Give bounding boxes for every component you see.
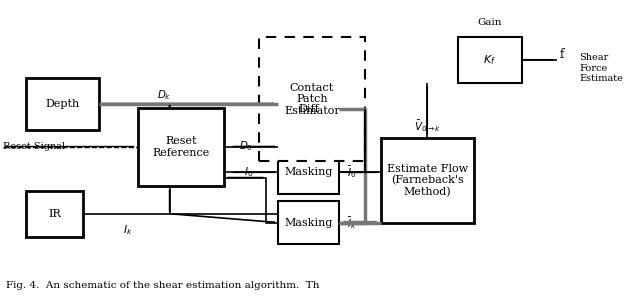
Text: f: f — [560, 48, 564, 61]
Text: $D_0$: $D_0$ — [239, 140, 253, 153]
Text: $\bar{I}_0$: $\bar{I}_0$ — [347, 164, 356, 180]
Text: Masking: Masking — [285, 218, 333, 228]
Text: Fig. 4.  An schematic of the shear estimation algorithm.  Th: Fig. 4. An schematic of the shear estima… — [6, 281, 320, 290]
Bar — [278, 151, 339, 194]
Text: Estimate Flow
(Farneback's
Method): Estimate Flow (Farneback's Method) — [387, 164, 468, 197]
Text: Reset
Reference: Reset Reference — [152, 136, 209, 158]
Text: Gain: Gain — [477, 18, 502, 27]
Bar — [381, 138, 474, 223]
Text: Reset Signal: Reset Signal — [3, 142, 65, 151]
Text: Masking: Masking — [285, 168, 333, 177]
Text: $I_k$: $I_k$ — [124, 223, 132, 237]
Text: $\bar{I}_k$: $\bar{I}_k$ — [347, 215, 356, 231]
Text: $K_f$: $K_f$ — [483, 53, 496, 67]
Text: Shear
Force
Estimate: Shear Force Estimate — [579, 53, 623, 83]
Bar — [26, 78, 99, 130]
Text: Depth: Depth — [45, 99, 79, 109]
Bar — [138, 108, 224, 186]
Text: $D_k$: $D_k$ — [157, 88, 172, 102]
Bar — [458, 37, 522, 83]
Bar — [259, 37, 365, 161]
Text: Diff: Diff — [298, 104, 319, 114]
Bar — [278, 80, 339, 138]
Bar — [278, 201, 339, 244]
Text: Contact
Patch
Estimator: Contact Patch Estimator — [284, 83, 340, 116]
Text: $I_0$: $I_0$ — [244, 165, 253, 179]
Text: IR: IR — [48, 209, 61, 219]
Text: $\bar{V}_{0\rightarrow k}$: $\bar{V}_{0\rightarrow k}$ — [414, 118, 441, 134]
Bar — [26, 191, 83, 237]
